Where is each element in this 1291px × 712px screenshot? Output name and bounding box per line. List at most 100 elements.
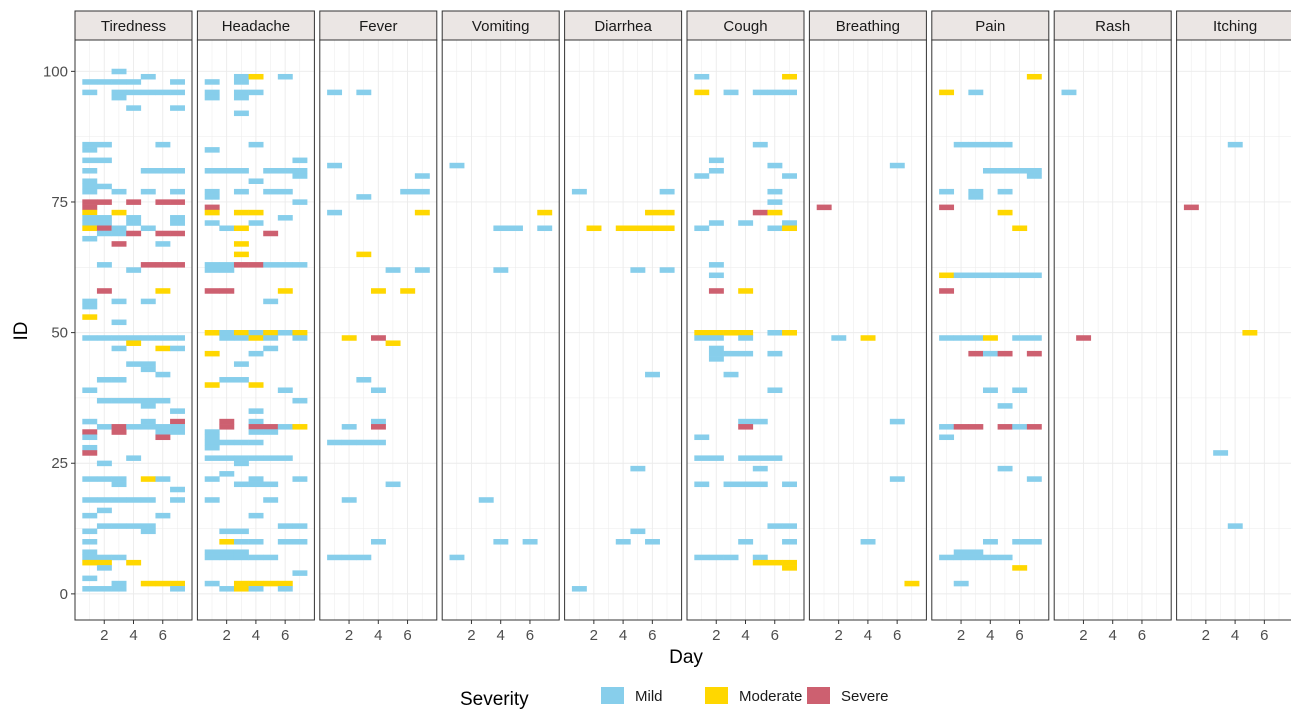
heatmap-cell <box>233 528 249 535</box>
heatmap-cell <box>233 188 249 195</box>
heatmap-cell <box>155 335 171 341</box>
heatmap-cell <box>219 267 235 273</box>
heatmap-cell <box>982 168 998 174</box>
heatmap-cell <box>82 220 98 226</box>
x-tick-label: 2 <box>1079 627 1087 644</box>
heatmap-cell <box>708 356 724 362</box>
heatmap-cell <box>292 570 308 576</box>
legend-label-severe: Severe <box>841 688 889 705</box>
heatmap-cell <box>1012 565 1028 571</box>
heatmap-cell <box>630 528 646 535</box>
heatmap-cell <box>140 528 156 535</box>
heatmap-cell <box>263 424 279 430</box>
heatmap-cell <box>659 188 675 195</box>
facet-panels: Tiredness 2 4 6 Headache 2 4 6 Fever 2 4 6 Vomiting 2… <box>74 10 1291 644</box>
heatmap-cell <box>248 350 264 357</box>
heatmap-cell <box>1227 523 1243 529</box>
heatmap-cell <box>708 262 724 268</box>
heatmap-cell <box>140 418 156 425</box>
heatmap-cell <box>400 288 416 294</box>
heatmap-cell <box>782 565 797 571</box>
heatmap-cell <box>860 539 876 545</box>
x-tick-label: 6 <box>403 627 411 644</box>
heatmap-cell <box>248 424 264 430</box>
heatmap-cell <box>708 350 724 357</box>
heatmap-cell <box>219 330 235 336</box>
heatmap-cell <box>1012 424 1028 430</box>
heatmap-cell <box>939 272 955 279</box>
heatmap-cell <box>1012 225 1028 232</box>
heatmap-cell <box>155 371 171 378</box>
heatmap-cell <box>694 554 710 561</box>
heatmap-cell <box>111 94 127 101</box>
heatmap-cell <box>96 157 112 164</box>
heatmap-cell <box>248 220 264 226</box>
heatmap-cell <box>997 141 1013 148</box>
heatmap-cell <box>219 418 235 425</box>
heatmap-cell <box>277 455 293 461</box>
heatmap-cell <box>82 209 98 216</box>
y-axis: 0 25 50 75 100 <box>43 63 75 603</box>
heatmap-cell <box>111 89 127 96</box>
x-tick-label: 6 <box>771 627 779 644</box>
heatmap-cell <box>782 523 797 529</box>
heatmap-cell <box>111 586 127 592</box>
heatmap-cell <box>752 481 768 488</box>
heatmap-cell <box>723 554 739 561</box>
heatmap-cell <box>96 183 112 190</box>
x-tick-label: 6 <box>159 627 167 644</box>
heatmap-cell <box>204 434 220 441</box>
heatmap-cell <box>82 141 98 148</box>
heatmap-cell <box>1026 272 1042 279</box>
heatmap-cell <box>645 371 660 378</box>
facet-label-fever: Fever <box>359 18 397 35</box>
heatmap-cell <box>170 79 185 85</box>
heatmap-cell <box>155 141 171 148</box>
heatmap-cell <box>982 539 998 545</box>
heatmap-cell <box>738 288 754 294</box>
heatmap-cell <box>233 209 249 216</box>
x-tick-label: 2 <box>1202 627 1210 644</box>
heatmap-cell <box>537 209 553 216</box>
heatmap-cell <box>126 230 142 237</box>
heatmap-cell <box>111 209 127 216</box>
heatmap-cell <box>782 73 797 80</box>
heatmap-cell <box>219 225 235 232</box>
heatmap-cell <box>233 110 249 117</box>
heatmap-cell <box>341 497 357 503</box>
heatmap-cell <box>968 272 984 279</box>
heatmap-cell <box>982 350 998 357</box>
heatmap-cell <box>939 89 955 96</box>
heatmap-cell <box>204 94 220 101</box>
heatmap-cell <box>233 460 249 467</box>
heatmap-cell <box>292 168 308 174</box>
heatmap-cell <box>1026 539 1042 545</box>
heatmap-cell <box>233 89 249 96</box>
heatmap-cell <box>140 168 156 174</box>
heatmap-cell <box>1026 173 1042 179</box>
heatmap-cell <box>277 73 293 80</box>
heatmap-cell <box>204 330 220 336</box>
x-tick-label: 4 <box>864 627 872 644</box>
heatmap-cell <box>126 424 142 430</box>
heatmap-cell <box>370 439 386 446</box>
heatmap-cell <box>277 330 293 336</box>
heatmap-cell <box>752 455 768 461</box>
heatmap-cell <box>356 439 372 446</box>
heatmap-cell <box>170 262 185 268</box>
heatmap-cell <box>82 549 98 555</box>
heatmap-cell <box>126 455 142 461</box>
heatmap-cell <box>997 168 1013 174</box>
facet-itching: Itching 2 4 6 <box>1176 10 1291 644</box>
heatmap-cell <box>953 424 969 430</box>
heatmap-cell <box>493 267 509 273</box>
heatmap-cell <box>292 523 308 529</box>
facet-label-pain: Pain <box>975 18 1005 35</box>
heatmap-cell <box>155 424 171 430</box>
heatmap-cell <box>738 418 754 425</box>
heatmap-cell <box>968 194 984 200</box>
heatmap-cell <box>708 455 724 461</box>
heatmap-cell <box>204 554 220 561</box>
heatmap-cell <box>126 523 142 529</box>
